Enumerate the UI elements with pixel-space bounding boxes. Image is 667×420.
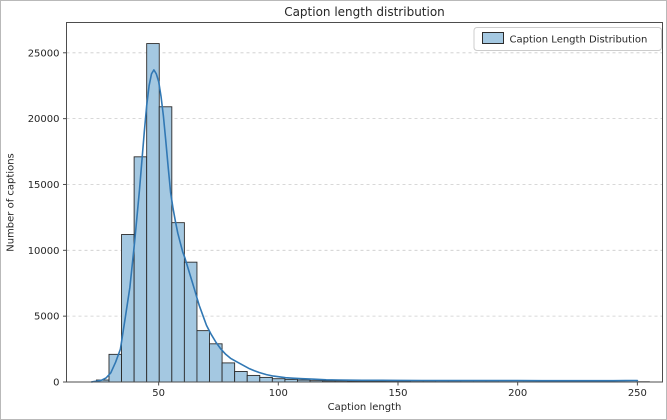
x-tick-label: 100 xyxy=(269,388,288,399)
x-tick-label: 50 xyxy=(152,388,165,399)
y-axis-label: Number of captions xyxy=(6,153,17,252)
legend-swatch xyxy=(482,32,504,44)
y-tick-label: 5000 xyxy=(34,312,59,323)
histogram-bar xyxy=(121,234,135,383)
histogram-bar xyxy=(183,261,198,383)
plot-frame xyxy=(66,22,663,383)
histogram-bar xyxy=(221,362,236,383)
y-tick-label: 0 xyxy=(53,378,59,389)
y-tick-label: 15000 xyxy=(28,180,60,191)
x-tick-label: 250 xyxy=(628,388,647,399)
axis-ticks xyxy=(63,52,638,386)
y-tick-label: 25000 xyxy=(28,48,60,59)
histogram-bar xyxy=(196,330,210,383)
x-axis-label: Caption length xyxy=(328,402,402,413)
tick-labels: 50 100 150 200 250 0 5000 10000 15000 20000 25000 xyxy=(28,48,647,399)
kde-curve xyxy=(90,69,639,383)
histogram-bar xyxy=(209,343,223,383)
histogram-bar xyxy=(133,156,148,383)
legend-box xyxy=(473,27,662,51)
legend-label: Caption Length Distribution xyxy=(510,35,648,46)
y-tick-label: 20000 xyxy=(28,114,60,125)
chart-title: Caption length distribution xyxy=(284,5,445,19)
legend: Caption Length Distribution xyxy=(473,27,662,51)
histogram-bar xyxy=(234,371,248,383)
histogram-bar xyxy=(108,353,123,383)
histogram-bar xyxy=(171,222,185,383)
x-tick-label: 200 xyxy=(508,388,527,399)
histogram-bar xyxy=(158,106,173,383)
histogram-bar xyxy=(246,374,261,383)
y-tick-label: 10000 xyxy=(28,246,60,257)
histogram-bar xyxy=(259,376,273,383)
x-tick-label: 150 xyxy=(388,388,407,399)
